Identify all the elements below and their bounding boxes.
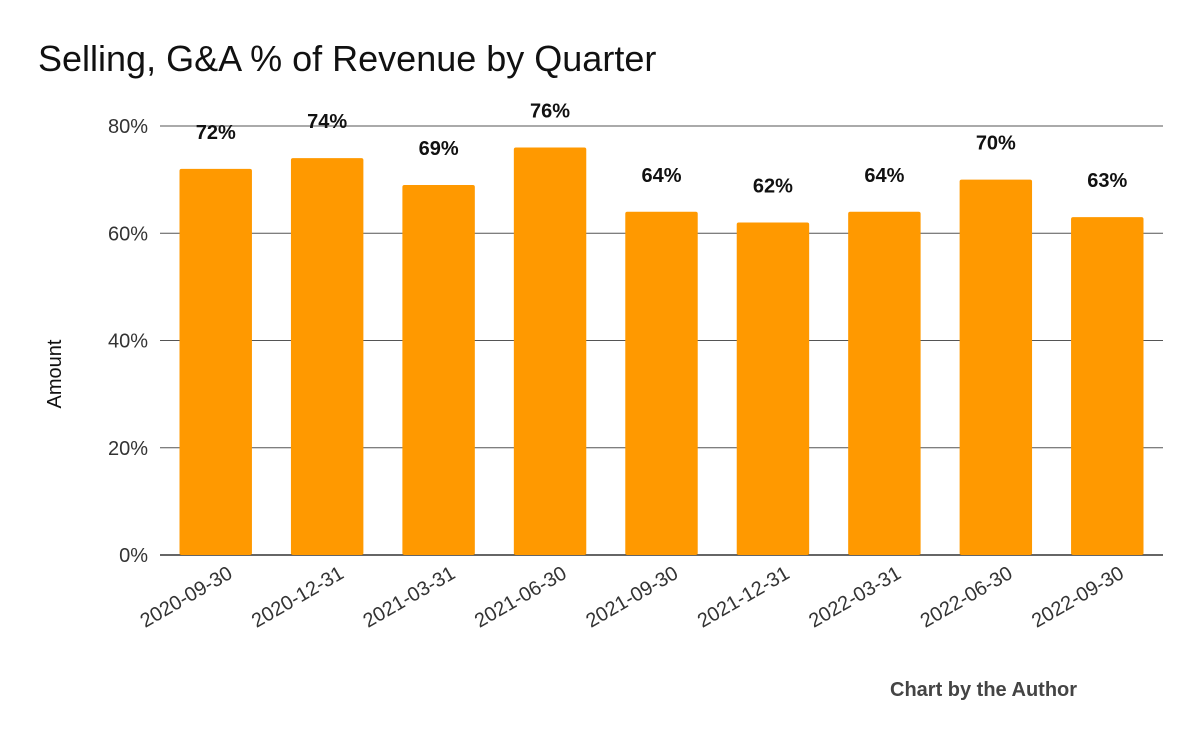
x-tick-label: 2022-03-31 (805, 562, 905, 632)
y-axis-title: Amount (44, 339, 66, 408)
y-tick-label: 60% (108, 223, 148, 245)
y-tick-label: 80% (108, 116, 148, 138)
bar (290, 158, 364, 556)
data-labels: 72% 74% 69% 76% 64% 62% 64% 70% 63% (196, 100, 1128, 197)
x-tick-label: 2020-09-30 (137, 562, 237, 632)
data-label: 72% (196, 122, 236, 144)
data-label: 63% (1087, 170, 1127, 192)
y-tick-label: 40% (108, 331, 148, 353)
bar (959, 179, 1033, 555)
x-tick-label: 2021-03-31 (360, 562, 460, 632)
x-tick-label: 2020-12-31 (248, 562, 348, 632)
data-label: 74% (307, 111, 347, 133)
bar (402, 184, 475, 556)
data-label: 69% (419, 138, 459, 160)
y-tick-label: 0% (119, 545, 148, 567)
y-axis-ticks: 0% 20% 40% 60% 80% (108, 116, 148, 567)
data-label: 70% (976, 133, 1016, 155)
x-tick-label: 2021-12-31 (694, 562, 794, 632)
x-tick-label: 2022-06-30 (917, 562, 1017, 632)
bar (1071, 217, 1144, 555)
x-axis-ticks: 2020-09-30 2020-12-31 2021-03-31 2021-06-30… (137, 562, 1128, 632)
bar (736, 222, 810, 555)
chart-title: Selling, G&A % of Revenue by Quarter (38, 38, 657, 79)
data-label: 62% (753, 176, 793, 198)
bars (179, 147, 1144, 556)
bar (179, 168, 252, 555)
bar (625, 211, 698, 556)
data-label: 76% (530, 100, 570, 122)
data-label: 64% (641, 165, 681, 187)
chart-credit: Chart by the Author (890, 679, 1078, 701)
data-label: 64% (864, 165, 904, 187)
y-tick-label: 20% (108, 438, 148, 460)
x-tick-label: 2021-06-30 (471, 562, 571, 632)
x-tick-label: 2022-09-30 (1028, 562, 1128, 632)
x-tick-label: 2021-09-30 (582, 562, 682, 632)
bar (513, 147, 587, 555)
bar (848, 211, 921, 556)
